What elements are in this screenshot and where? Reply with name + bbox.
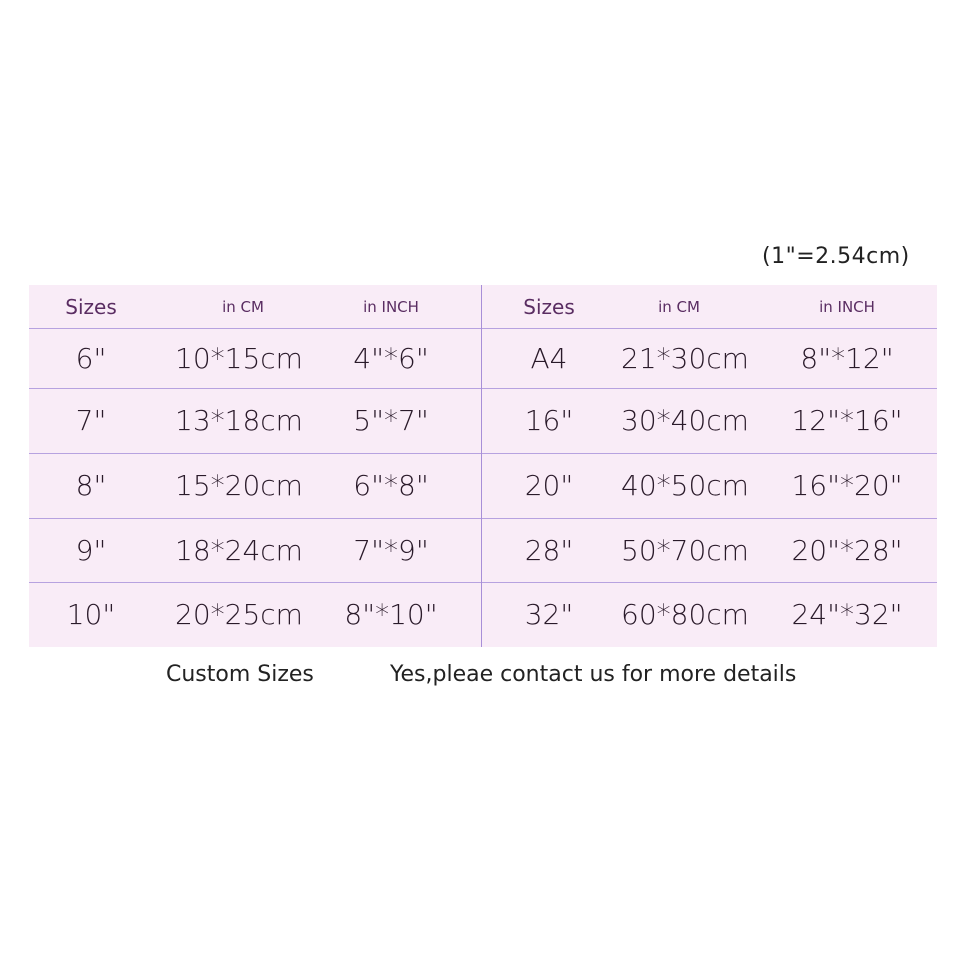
table-cell: 50*70cm: [621, 533, 749, 567]
header-inch: in INCH: [819, 297, 875, 316]
table-header-row: Sizes in CM in INCH Sizes in CM in INCH: [29, 285, 937, 329]
table-row: 9" 18*24cm 7"*9" 28" 50*70cm 20"*28": [29, 518, 937, 583]
table-row: 10" 20*25cm 8"*10" 32" 60*80cm 24"*32": [29, 582, 937, 647]
table-cell: 24"*32": [791, 598, 903, 631]
table-cell: A4: [530, 341, 568, 375]
table-cell: 4"*6": [353, 341, 429, 375]
table-row: 6" 10*15cm 4"*6" A4 21*30cm 8"*12": [29, 328, 937, 389]
table-cell: 8": [75, 469, 107, 502]
table-cell: 10": [66, 598, 116, 631]
table-cell: 20"*28": [791, 533, 903, 567]
table-row: 8" 15*20cm 6"*8" 20" 40*50cm 16"*20": [29, 453, 937, 519]
table-cell: 6": [75, 341, 107, 375]
table-cell: 8"*12": [800, 341, 894, 375]
table-cell: 32": [524, 598, 574, 631]
table-cell: 16": [524, 404, 574, 437]
table-cell: 6"*8": [353, 469, 429, 502]
header-sizes: Sizes: [65, 294, 117, 319]
table-cell: 7"*9": [353, 533, 429, 567]
header-sizes: Sizes: [523, 294, 575, 319]
table-row: 7" 13*18cm 5"*7" 16" 30*40cm 12"*16": [29, 388, 937, 454]
size-table: Sizes in CM in INCH Sizes in CM in INCH …: [29, 285, 937, 647]
table-cell: 30*40cm: [621, 404, 749, 437]
conversion-note: (1"=2.54cm): [762, 244, 910, 269]
table-cell: 9": [75, 533, 107, 567]
table-cell: 20": [524, 469, 574, 502]
table-cell: 5"*7": [353, 404, 429, 437]
header-cm: in CM: [222, 297, 264, 316]
custom-sizes-text: Yes,pleae contact us for more details: [390, 662, 797, 687]
table-cell: 16"*20": [791, 469, 903, 502]
table-cell: 7": [75, 404, 107, 437]
table-cell: 18*24cm: [175, 533, 303, 567]
table-cell: 10*15cm: [175, 341, 303, 375]
table-cell: 15*20cm: [175, 469, 303, 502]
table-cell: 60*80cm: [621, 598, 749, 631]
custom-sizes-label: Custom Sizes: [166, 662, 314, 687]
table-cell: 21*30cm: [621, 341, 749, 375]
table-cell: 13*18cm: [175, 404, 303, 437]
header-inch: in INCH: [363, 297, 419, 316]
table-cell: 8"*10": [344, 598, 438, 631]
table-cell: 40*50cm: [621, 469, 749, 502]
header-cm: in CM: [658, 297, 700, 316]
table-cell: 12"*16": [791, 404, 903, 437]
table-cell: 28": [524, 533, 574, 567]
column-divider: [481, 285, 482, 647]
table-cell: 20*25cm: [175, 598, 303, 631]
